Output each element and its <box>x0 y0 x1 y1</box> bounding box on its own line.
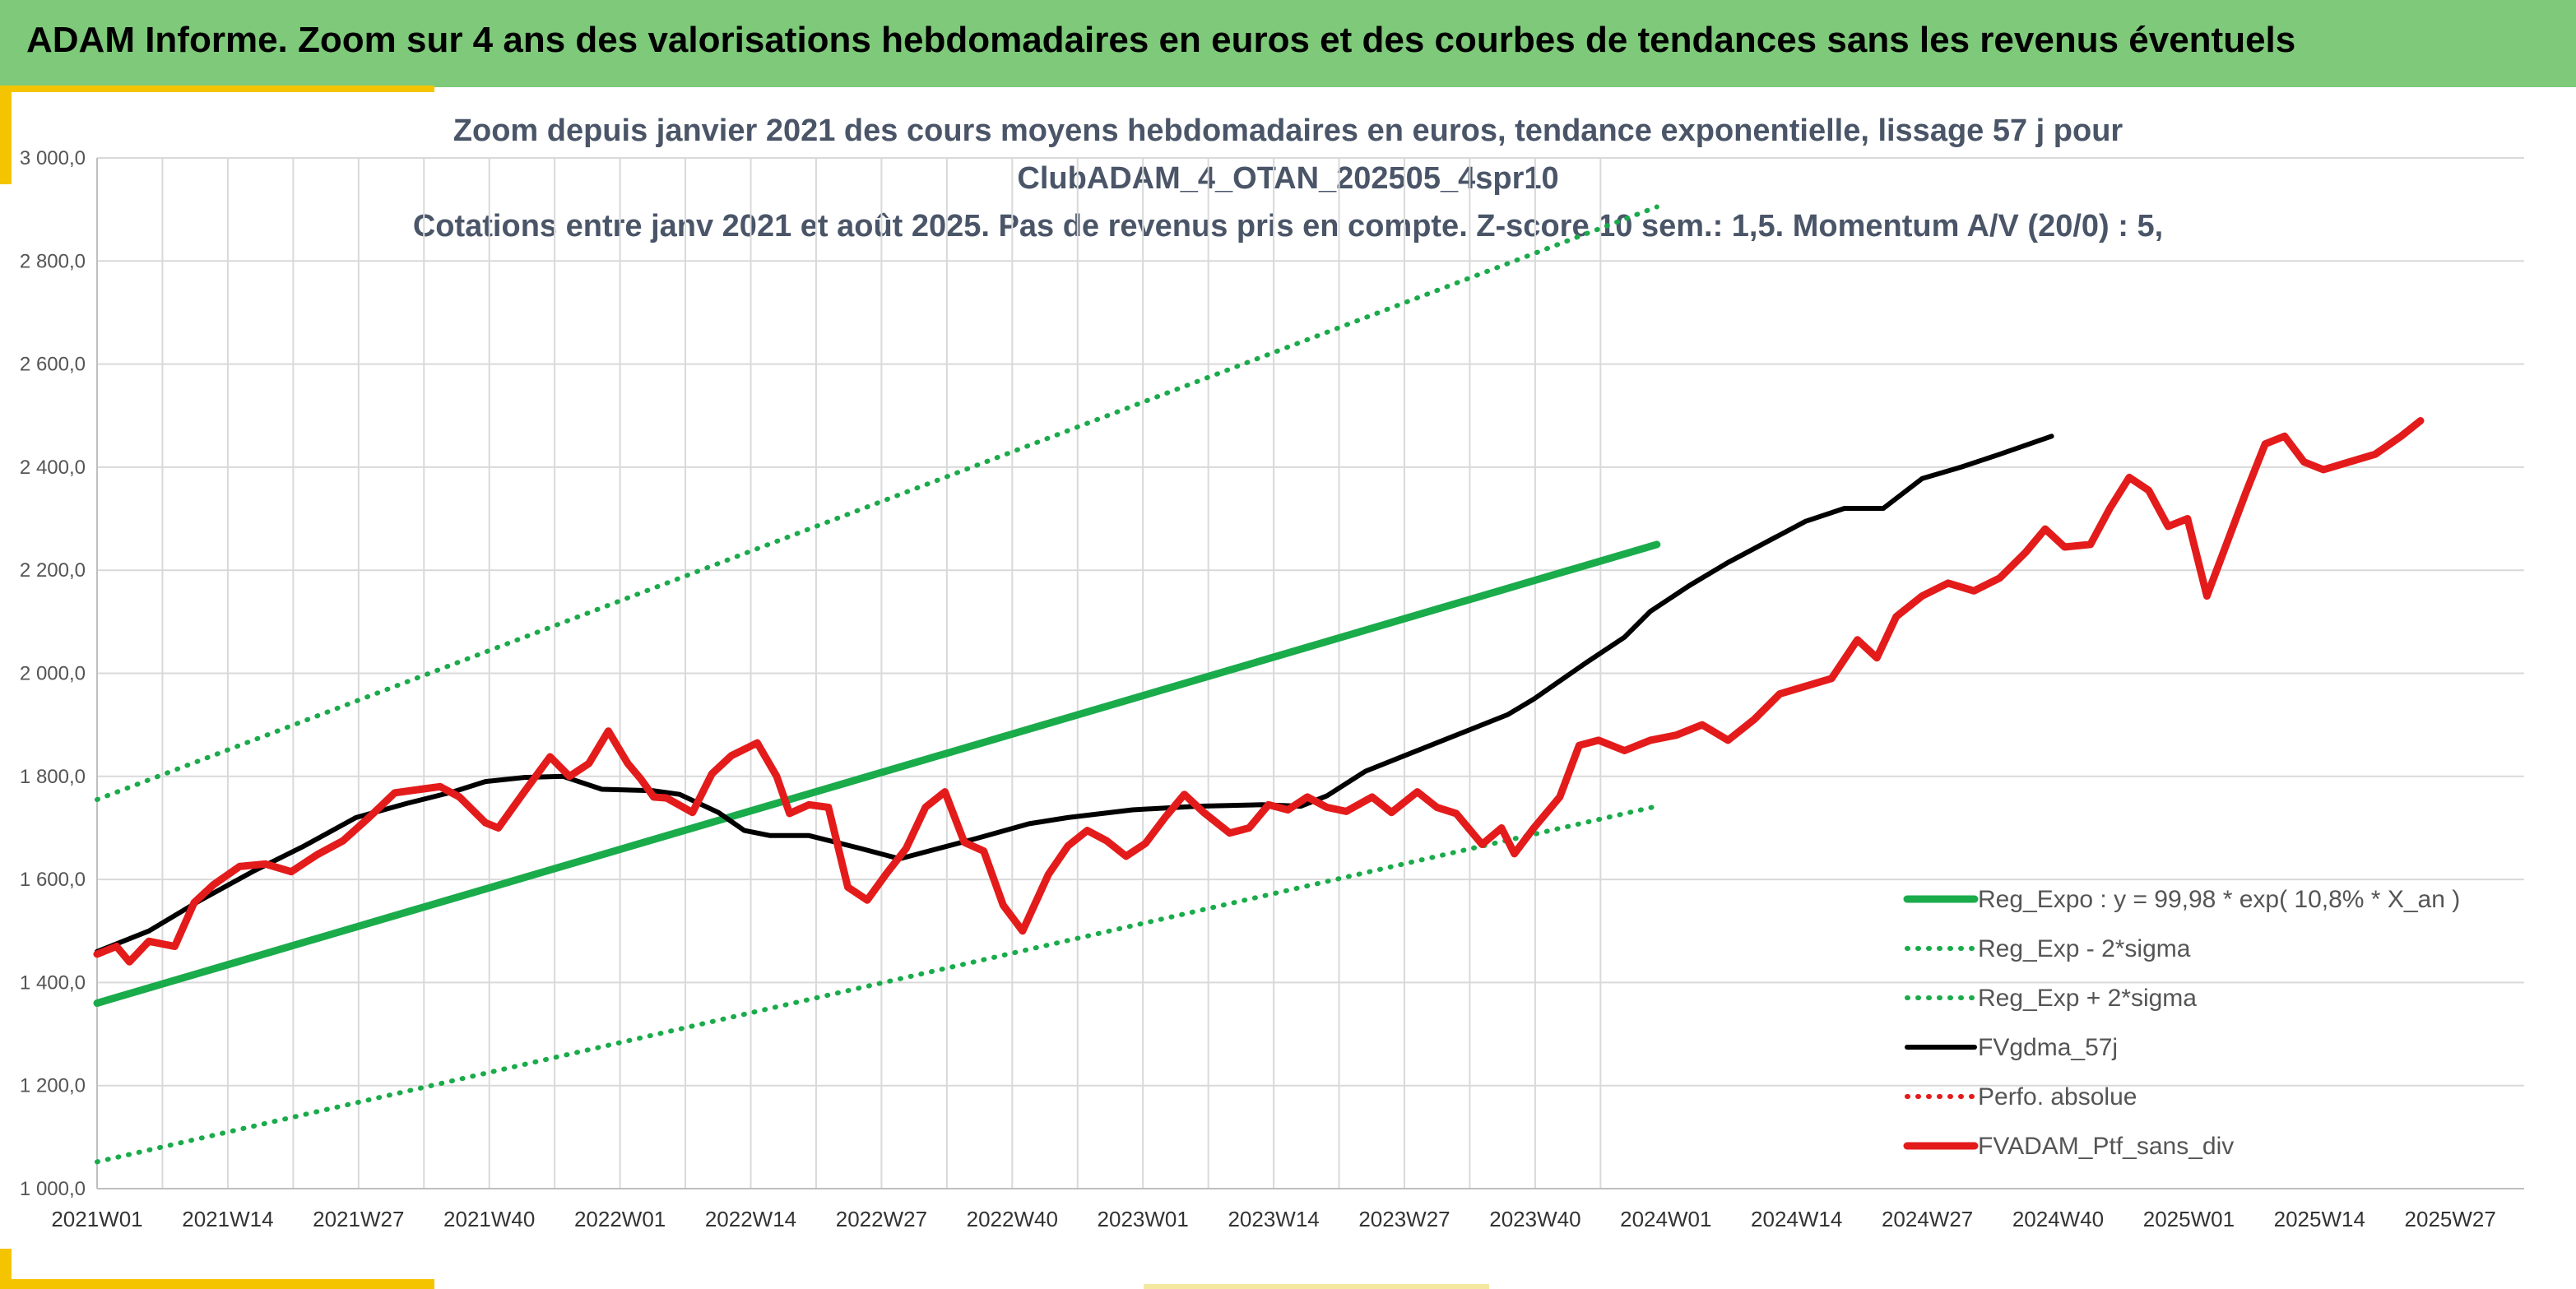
y-axis-ticks: 1 000,0 1 200,0 1 400,0 1 600,0 1 800,0 2 000… <box>20 147 86 1200</box>
legend-label-0: Reg_Expo : y = 99,98 * exp( 10,8% * X_an… <box>1978 886 2460 913</box>
x-tick-label: 2024W14 <box>1751 1207 1842 1231</box>
series-line-5 <box>93 417 2425 966</box>
y-tick-label: 3 000,0 <box>20 147 86 169</box>
x-tick-label: 2022W27 <box>836 1207 927 1231</box>
x-tick-label: 2024W01 <box>1620 1207 1711 1231</box>
legend-label-5: FVADAM_Ptf_sans_div <box>1978 1133 2234 1160</box>
y-tick-label: 1 400,0 <box>20 971 86 994</box>
x-tick-label: 2021W01 <box>51 1207 142 1231</box>
accent-bar-bottom <box>0 1279 434 1289</box>
chart-title-line-2: ClubADAM_4_OTAN_202505_4spr10 <box>1017 161 1559 196</box>
x-tick-label: 2025W01 <box>2143 1207 2235 1231</box>
y-tick-label: 2 000,0 <box>20 663 86 685</box>
x-tick-label: 2024W27 <box>1882 1207 1973 1231</box>
x-tick-label: 2022W01 <box>574 1207 666 1231</box>
y-tick-label: 1 000,0 <box>20 1178 86 1200</box>
series-line-1 <box>95 804 1659 1165</box>
chart-title-line-3: Cotations entre janv 2021 et août 2025. … <box>412 209 2164 243</box>
x-tick-label: 2023W27 <box>1358 1207 1450 1231</box>
x-axis-ticks: 2021W01 2021W14 2021W27 2021W40 2022W01 2022W… <box>51 1207 2496 1231</box>
y-tick-label: 1 200,0 <box>20 1075 86 1097</box>
legend-label-4: Perfo. absolue <box>1978 1083 2137 1110</box>
y-tick-label: 1 600,0 <box>20 869 86 891</box>
accent-bar-left-bottom <box>0 1249 12 1289</box>
y-tick-label: 2 600,0 <box>20 354 86 376</box>
series-line-2 <box>95 204 1659 802</box>
banner-title: ADAM Informe. Zoom sur 4 ans des valoris… <box>26 20 2296 60</box>
x-tick-label: 2023W01 <box>1098 1207 1189 1231</box>
x-tick-label: 2024W40 <box>2012 1207 2104 1231</box>
header-banner: ADAM Informe. Zoom sur 4 ans des valoris… <box>0 0 2576 87</box>
accent-bar-left <box>0 86 12 184</box>
chart-grid <box>96 157 2524 1189</box>
x-tick-label: 2021W40 <box>443 1207 535 1231</box>
legend-label-2: Reg_Exp + 2*sigma <box>1978 985 2197 1012</box>
x-tick-label: 2025W27 <box>2405 1207 2496 1231</box>
chart-series <box>93 204 2425 1165</box>
x-tick-label: 2021W14 <box>182 1207 273 1231</box>
legend-label-1: Reg_Exp - 2*sigma <box>1978 935 2191 962</box>
accent-bar-top <box>0 86 434 92</box>
y-tick-label: 2 200,0 <box>20 559 86 582</box>
y-tick-label: 2 400,0 <box>20 457 86 479</box>
x-tick-label: 2023W40 <box>1489 1207 1580 1231</box>
x-tick-label: 2021W27 <box>313 1207 404 1231</box>
x-tick-label: 2022W40 <box>967 1207 1058 1231</box>
x-tick-label: 2023W14 <box>1228 1207 1319 1231</box>
chart-legend: Reg_Expo : y = 99,98 * exp( 10,8% * X_an… <box>1903 886 2460 1160</box>
x-tick-label: 2025W14 <box>2274 1207 2365 1231</box>
x-tick-label: 2022W14 <box>705 1207 796 1231</box>
legend-label-3: FVgdma_57j <box>1978 1034 2118 1061</box>
accent-bar-bottom-light <box>1144 1284 1489 1289</box>
series-line-0 <box>93 540 1661 1007</box>
chart-title-line-1: Zoom depuis janvier 2021 des cours moyen… <box>453 114 2123 148</box>
y-tick-label: 2 800,0 <box>20 250 86 272</box>
y-tick-label: 1 800,0 <box>20 766 86 788</box>
series-line-3 <box>95 434 2054 954</box>
